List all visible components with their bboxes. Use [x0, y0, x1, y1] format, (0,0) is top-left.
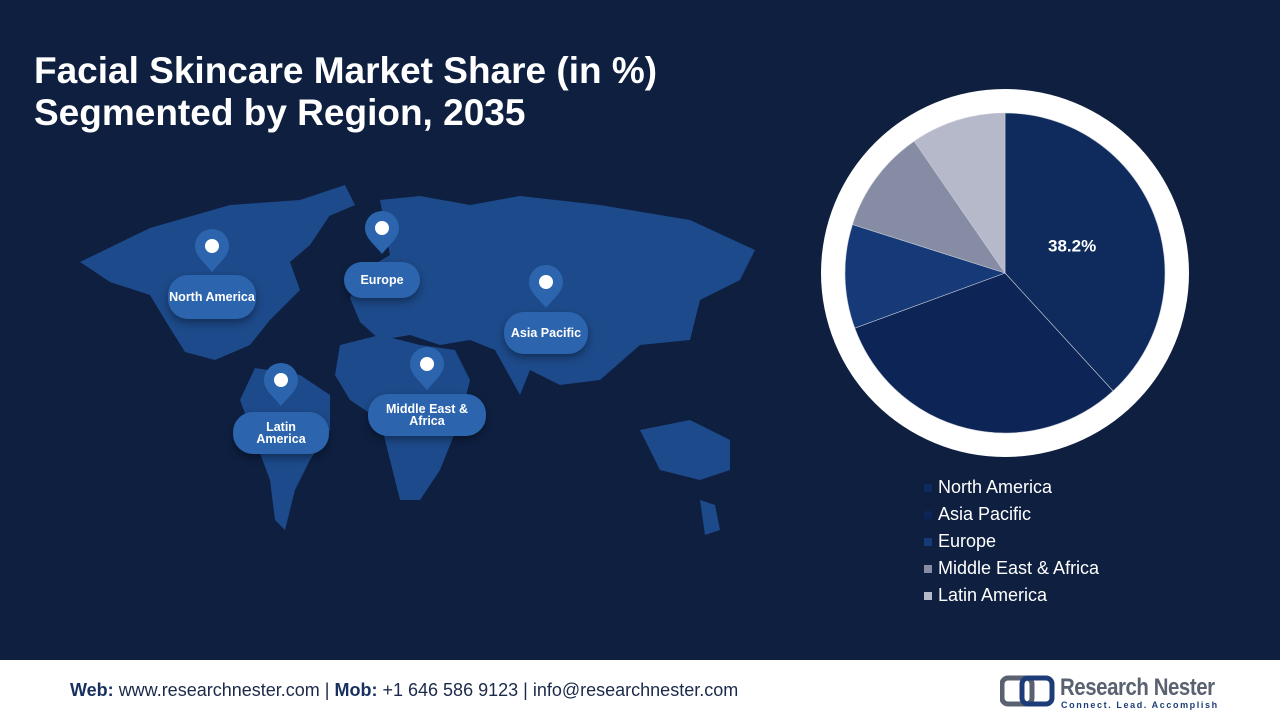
title-line: Facial Skincare Market Share (in %): [34, 50, 658, 91]
pie-slice: [913, 112, 1006, 274]
tagline: Connect. Lead. Accomplish: [1061, 700, 1219, 710]
pie-slice: [1004, 112, 1166, 392]
pie: 38.2%: [844, 112, 1166, 434]
legend-swatch: [924, 564, 932, 573]
legend-item: Asia Pacific: [924, 501, 1099, 528]
infographic: 38.2% Facial Skincare Market Share (in %…: [34, 50, 1189, 609]
legend-label: Europe: [938, 531, 997, 551]
map-pins: [195, 211, 563, 406]
logo: Research Nester: [1060, 674, 1215, 701]
chart-title: Facial Skincare Market Share (in %) Segm…: [34, 50, 657, 134]
legend-item: North America: [924, 474, 1099, 501]
logo-icon: [1000, 675, 1055, 707]
legend-label: Asia Pacific: [938, 504, 1032, 524]
separator: |: [523, 680, 528, 700]
web: www.researchnester.com: [118, 680, 320, 700]
map: 38.2%: [80, 89, 1189, 535]
legend-item: Europe: [924, 528, 1099, 555]
legend-label: Latin America: [938, 585, 1048, 605]
legend-swatch: [924, 483, 932, 492]
legend-label: Middle East & Africa: [938, 558, 1100, 578]
pin-label: Middle East & Africa: [368, 394, 486, 436]
legend-item: Middle East & Africa: [924, 555, 1099, 582]
pie-slice: [854, 272, 1114, 434]
pin-label: Europe: [344, 262, 420, 298]
legend-label: North America: [938, 477, 1053, 497]
separator: |: [324, 680, 330, 700]
legend-item: Latin America: [924, 582, 1099, 609]
mob-label: Mob:: [334, 680, 378, 700]
pin-label: North America: [168, 275, 256, 319]
legend-swatch: [924, 537, 932, 546]
data-label: 38.2%: [1048, 236, 1096, 255]
email: info@researchnester.com: [532, 680, 739, 700]
pin-label: Asia Pacific: [504, 312, 588, 354]
footer: Web: www.researchnester.com | Mob: +1 64…: [0, 660, 1280, 720]
contact: Web: www.researchnester.com | Mob: +1 64…: [70, 680, 738, 701]
legend-swatch: [924, 510, 932, 519]
mob: +1 646 586 9123: [382, 680, 519, 700]
legend: North America Asia Pacific Europe Middle Ea…: [924, 474, 1099, 609]
pin-label: Latin America: [233, 412, 329, 454]
legend-swatch: [924, 591, 932, 600]
web-label: Web:: [70, 680, 114, 700]
title-line: Segmented by Region, 2035: [34, 92, 526, 133]
pie-slice: [844, 224, 1006, 329]
pie-slice: [852, 140, 1006, 274]
